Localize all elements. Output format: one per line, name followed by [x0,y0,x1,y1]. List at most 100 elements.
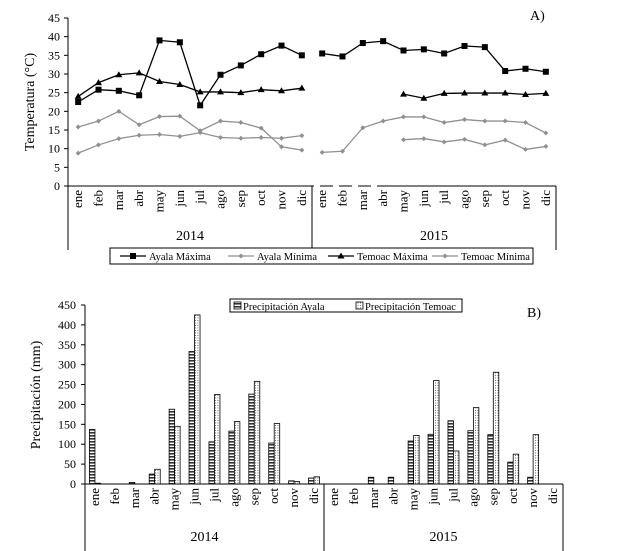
precipitation-bar [313,476,320,485]
month-label: nov [518,190,533,210]
precipitation-bar [447,420,454,485]
data-point-square [237,62,244,69]
data-point-diamond [502,118,508,124]
legend: Ayala Máxima Ayala Mínima Temoac Máxima Tem… [109,247,534,265]
month-label: ene [70,190,85,208]
month-label: jul [206,488,221,503]
data-point-diamond [75,124,81,130]
y-tick-label: 350 [58,338,76,352]
data-point-square [339,53,346,60]
precipitation-bar [128,482,136,485]
data-point-diamond [238,135,244,141]
month-label: dic [538,190,553,206]
data-point-triangle [542,89,550,96]
month-label: dic [306,488,321,504]
precipitation-bar [433,380,440,485]
precipitation-bar [527,476,534,485]
data-point-diamond [258,125,264,131]
year-label: 2014 [176,229,204,244]
month-label: oct [497,190,512,206]
data-point-diamond [319,149,325,155]
month-label: may [152,190,167,213]
month-label: jul [436,190,451,205]
month-label: ene [314,190,329,208]
month-label: oct [253,190,268,206]
y-tick-label: 45 [48,11,60,25]
month-label: abr [131,189,146,206]
y-tick-label: 0 [70,477,76,491]
month-label: feb [107,488,122,505]
data-point-triangle [420,94,428,101]
month-label: nov [525,488,540,508]
data-point-triangle [217,88,224,95]
data-point-diamond [157,131,162,137]
data-point-square [75,99,82,105]
data-point-square [115,87,122,94]
y-tick-label: 30 [48,67,60,81]
data-point-diamond [96,118,101,124]
data-point-square [380,38,387,45]
precipitation-bar [154,468,161,485]
month-label: feb [91,190,106,207]
data-point-triangle [278,87,285,94]
precipitation-bar [89,429,96,485]
data-point-square [136,92,143,99]
y-tick-label: 250 [58,378,76,392]
month-label: jun [172,190,187,208]
data-point-diamond [136,122,142,128]
data-point-square [461,43,468,49]
precipitation-bar [308,477,315,485]
data-point-triangle [135,69,143,76]
legend-label: Precipitación Temoac [365,302,456,313]
month-label: mar [127,487,142,508]
data-point-triangle [501,89,509,96]
legend-box [109,247,534,265]
precipitation-bar [168,408,176,485]
data-point-triangle [440,89,448,96]
legend-dots-icon [355,301,364,310]
data-point-square [95,86,102,93]
legend-diamond-icon [442,253,448,259]
month-label: oct [266,488,281,504]
precipitation-bar [512,453,520,485]
data-point-diamond [380,118,386,124]
series-line [77,110,302,151]
precipitation-bar [453,450,460,485]
data-point-square [176,39,183,46]
month-label: sep [246,488,261,505]
y-tick-label: 200 [58,397,76,411]
data-point-diamond [258,134,264,140]
legend-label: Ayala Mínima [257,252,317,263]
data-point-square [278,42,285,49]
data-point-diamond [462,117,467,123]
y-tick-label: 5 [54,160,60,174]
month-label: ago [457,190,472,209]
precipitation-bar [532,434,540,485]
precipitation-bar [194,314,201,485]
month-label: dic [294,190,309,206]
month-label: jul [192,190,207,205]
month-label: abr [375,189,390,206]
year-label: 2015 [430,530,458,545]
precipitation-bar [467,430,474,485]
month-label: ene [87,488,102,506]
data-point-square [258,51,265,58]
y-tick-label: 40 [48,30,60,44]
month-label: feb [346,488,361,505]
data-point-triangle [115,71,123,78]
y-tick-label: 15 [48,123,60,137]
legend-triangle-icon [337,252,345,259]
data-point-diamond [279,144,284,150]
data-point-diamond [462,136,467,142]
legend-square-icon [130,253,136,259]
data-point-triangle [74,92,82,99]
data-point-diamond [299,133,305,139]
y-tick-label: 300 [58,358,76,372]
month-label: ago [465,488,480,507]
month-label: jun [426,488,441,506]
data-point-diamond [177,113,183,119]
legend-box [229,298,463,313]
